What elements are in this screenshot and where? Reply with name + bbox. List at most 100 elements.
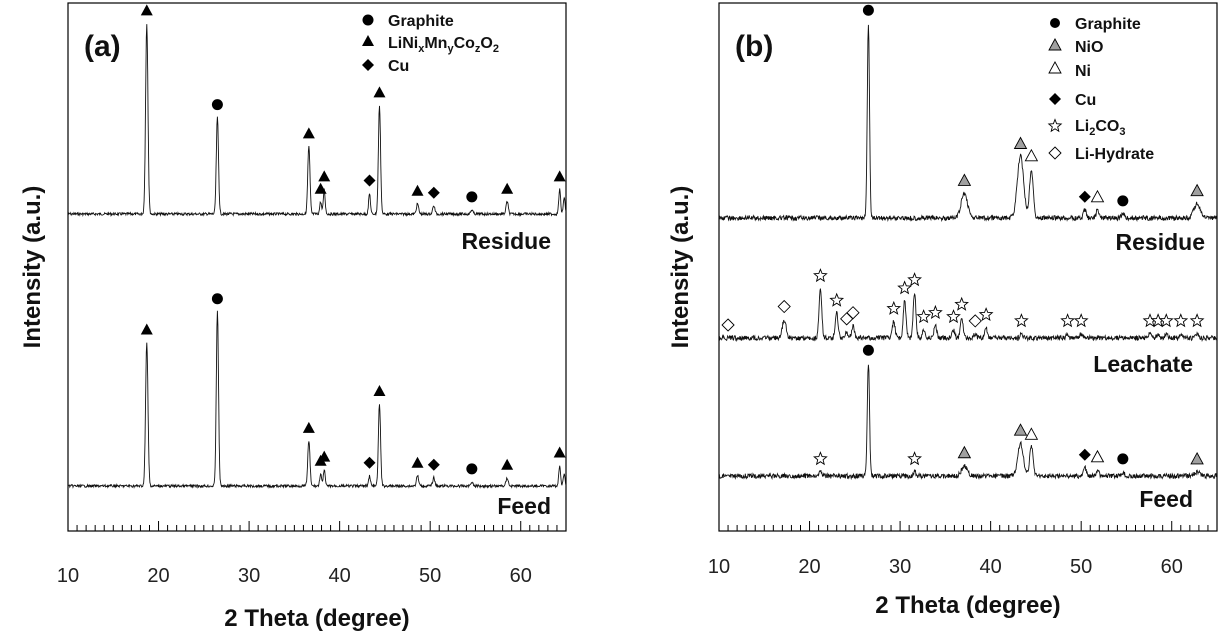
peak-marker-triangle-gray [957,445,972,459]
xrd-trace-residue [718,24,1218,223]
legend-b-marker-cu [1049,93,1061,105]
legend-b-label-cu: Cu [1075,92,1096,109]
peak-marker-triangle-gray [1013,423,1028,436]
peak-marker-triangle [411,456,424,468]
legend-b-label-ni: Ni [1075,63,1091,80]
peak-marker-star [1014,313,1029,328]
peak-marker-triangle-gray [1013,136,1028,149]
xrd-trace-residue [67,24,567,218]
x-tick-label: 20 [147,565,169,587]
peak-marker-star [1173,313,1189,328]
legend-a-label-nmc: LiNixMnyCozO2 [388,35,499,55]
peak-marker-triangle [314,182,327,194]
panel-b-traces [718,24,1218,481]
panel-a-label: (a) [84,30,121,63]
peak-marker-star [897,280,912,295]
nmc-sub-x: x [418,43,425,55]
x-tick-label: 40 [329,565,351,587]
x-tick-label: 30 [238,565,260,587]
legend-b-label-li-hydrate: Li-Hydrate [1075,146,1154,163]
panel-b-ticks [718,521,1218,531]
peak-marker-triangle-gray [957,173,972,186]
peak-marker-circle [211,99,223,111]
nmc-sub-z: z [475,43,481,55]
peak-marker-triangle [318,450,331,462]
legend-a-marker-cu [362,59,374,71]
peak-marker-star [946,309,961,324]
panel-a-ylabel: Intensity (a.u.) [19,186,46,349]
panel-a-frame [67,2,567,532]
peak-marker-star [813,451,828,466]
peak-marker-triangle [373,86,386,98]
panel-a-xlabel: 2 Theta (degree) [224,605,409,632]
peak-marker-circle [862,4,874,16]
li2co3-sub-2: 2 [1089,126,1095,138]
li2co3-co: CO [1095,118,1119,135]
peak-marker-diamond [1078,448,1091,461]
xrd-trace-feed [67,310,567,489]
peak-marker-star [813,268,828,283]
nmc-sub-2: 2 [493,43,499,55]
peak-marker-triangle [501,182,514,194]
peak-marker-star [907,451,922,466]
peak-marker-triangle [501,458,514,470]
panel-b-trace-label-residue: Residue [1116,229,1205,255]
nmc-mn: Mn [424,35,447,52]
legend-b-marker-graphite [1050,18,1060,28]
x-tick-label: 40 [980,556,1002,578]
peak-marker-star [954,296,969,311]
peak-marker-triangle [140,4,153,16]
panel-b: (b) 2 Theta (degree) Intensity (a.u.) 10… [667,2,1218,619]
peak-marker-triangle [553,446,566,458]
x-tick-label: 60 [1161,556,1183,578]
peak-marker-triangle-white [1090,449,1105,463]
nmc-co: Co [454,35,476,52]
peak-marker-star [907,272,922,287]
legend-b-marker-nio [1048,38,1062,51]
peak-marker-triangle [373,385,386,396]
x-tick-label: 60 [510,565,532,587]
peak-marker-triangle-gray [1190,183,1204,197]
peak-marker-star [916,309,931,324]
legend-b-marker-li2co3 [1047,118,1063,133]
legend-a-label-cu: Cu [388,58,409,75]
peak-marker-diamond-white [777,299,791,314]
nmc-li-ni: LiNi [388,35,418,52]
peak-marker-triangle-gray [1190,451,1204,465]
panel-b-ylabel: Intensity (a.u.) [667,186,694,349]
li2co3-sub-3: 3 [1119,126,1125,138]
panel-a-traces [67,24,567,489]
peak-marker-triangle-white [1024,427,1039,440]
peak-marker-diamond-white [968,314,982,328]
x-tick-label: 20 [798,556,820,578]
peak-marker-triangle [302,421,315,433]
x-tick-label: 30 [889,556,911,578]
peak-marker-star [1060,313,1075,328]
peak-marker-triangle-white [1090,189,1105,203]
nmc-sub-y: y [447,43,454,55]
peak-marker-diamond [363,456,376,469]
panel-a-legend: Graphite LiNixMnyCozO2 Cu [362,13,499,75]
peak-marker-circle [1117,453,1129,465]
peak-marker-diamond [427,186,440,199]
legend-a-marker-nmc [362,35,374,46]
panel-a-tick-labels: 10 20 30 40 50 60 [57,565,532,587]
legend-b-marker-li-hydrate [1048,146,1062,160]
panel-a: (a) 2 Theta (degree) Intensity (a.u.) 10… [19,2,567,632]
legend-b-label-li2co3: Li2CO3 [1075,118,1125,138]
peak-marker-triangle-white [1024,148,1039,162]
peak-marker-triangle [411,184,424,196]
peak-marker-diamond [1078,190,1091,203]
panel-b-trace-label-feed: Feed [1139,486,1193,512]
panel-b-tick-labels: 10 20 30 40 50 60 [708,556,1183,578]
panel-b-trace-label-leachate: Leachate [1093,351,1193,377]
peak-marker-circle [466,463,478,475]
xrd-trace-feed [718,364,1218,481]
legend-a-label-graphite: Graphite [388,13,454,30]
peak-marker-star [1189,313,1205,328]
legend-b-label-graphite: Graphite [1075,16,1141,33]
peak-marker-star [1073,313,1089,328]
xrd-trace-leachate [718,288,1218,343]
panel-b-legend: Graphite NiO Ni Cu Li2CO3 Li-Hydrate [1047,16,1154,163]
legend-b-marker-ni [1048,61,1062,74]
